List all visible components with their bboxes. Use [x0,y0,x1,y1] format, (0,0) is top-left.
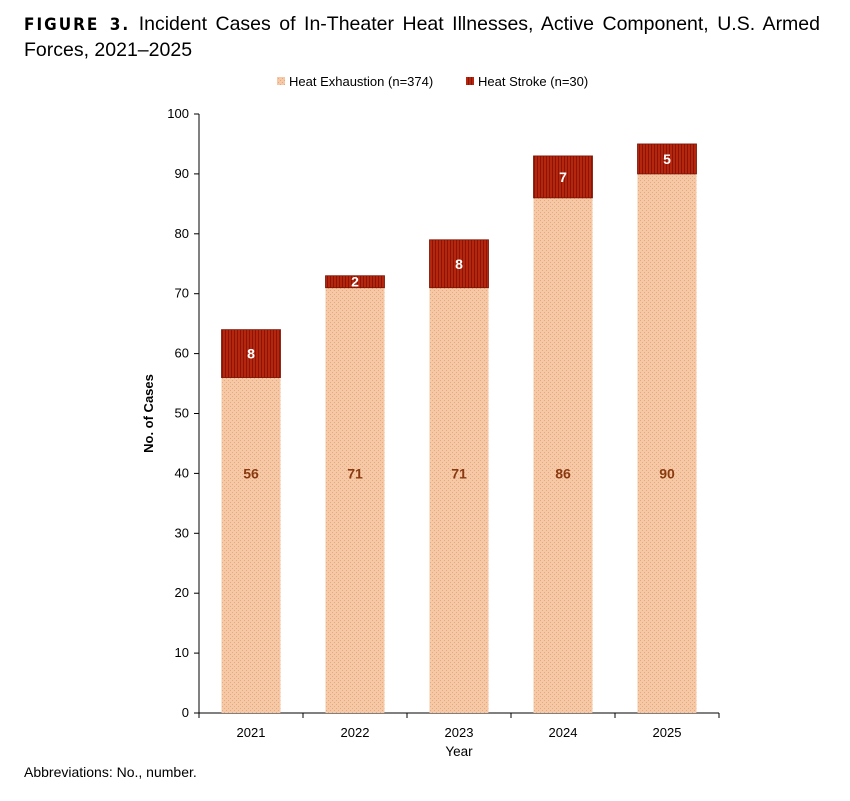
data-labels: 56 8 71 2 71 8 86 7 90 5 [243,151,675,481]
bar-heat-exhaustion [637,173,697,713]
bar-heat-exhaustion [429,287,489,713]
y-tick-label: 10 [175,645,189,660]
data-label-heat-stroke: 7 [559,169,567,185]
y-tick-label: 80 [175,226,189,241]
y-tick-label: 50 [175,406,189,421]
data-label-heat-exhaustion: 71 [451,465,467,481]
y-tick-label: 60 [175,346,189,361]
bar-heat-exhaustion [325,287,385,713]
x-tick-label: 2025 [653,725,682,740]
bar-heat-stroke [429,239,489,289]
data-label-heat-exhaustion: 90 [659,465,675,481]
y-tick-label: 40 [175,465,189,480]
data-label-heat-exhaustion: 56 [243,465,259,481]
y-tick-label: 0 [182,705,189,720]
y-tick-label: 30 [175,525,189,540]
legend: Heat Exhaustion (n=374) Heat Stroke (n=30… [277,74,588,89]
data-label-heat-exhaustion: 71 [347,465,363,481]
x-tick-label: 2023 [445,725,474,740]
legend-item-heat-exhaustion-swatch [277,77,285,85]
x-axis-title: Year [445,744,473,759]
footnote: Abbreviations: No., number. [24,764,197,780]
axes: 0 10 20 30 40 50 60 70 80 90 100 2021 2022 2023 2024 20… [141,106,720,759]
stacked-bar-chart: Heat Exhaustion (n=374) Heat Stroke (n=30… [141,74,720,759]
x-tick-label: 2022 [341,725,370,740]
data-label-heat-exhaustion: 86 [555,465,571,481]
legend-item-heat-exhaustion-label: Heat Exhaustion (n=374) [289,74,433,89]
bar-heat-exhaustion [221,377,281,713]
y-tick-label: 90 [175,166,189,181]
bar-heat-stroke [221,329,281,378]
figure-label: FIGURE 3. [24,15,131,35]
bars [221,143,697,714]
data-label-heat-stroke: 8 [455,256,463,272]
data-label-heat-stroke: 5 [663,151,671,167]
bar-heat-stroke [533,155,593,199]
y-tick-label: 100 [167,106,189,121]
data-label-heat-stroke: 2 [351,274,359,290]
x-tick-label: 2021 [237,725,266,740]
x-tick-label: 2024 [549,725,578,740]
y-axis-title: No. of Cases [141,374,156,453]
bar-heat-exhaustion [533,197,593,714]
legend-item-heat-stroke-label: Heat Stroke (n=30) [478,74,588,89]
figure-title: FIGURE 3. Incident Cases of In-Theater H… [24,12,820,63]
y-tick-label: 20 [175,585,189,600]
bar-heat-stroke [325,275,385,289]
data-label-heat-stroke: 8 [247,346,255,362]
figure-title-text: Incident Cases of In-Theater Heat Illnes… [24,13,820,61]
y-tick-label: 70 [175,286,189,301]
bar-heat-stroke [637,143,697,175]
legend-item-heat-stroke-swatch [466,77,474,85]
